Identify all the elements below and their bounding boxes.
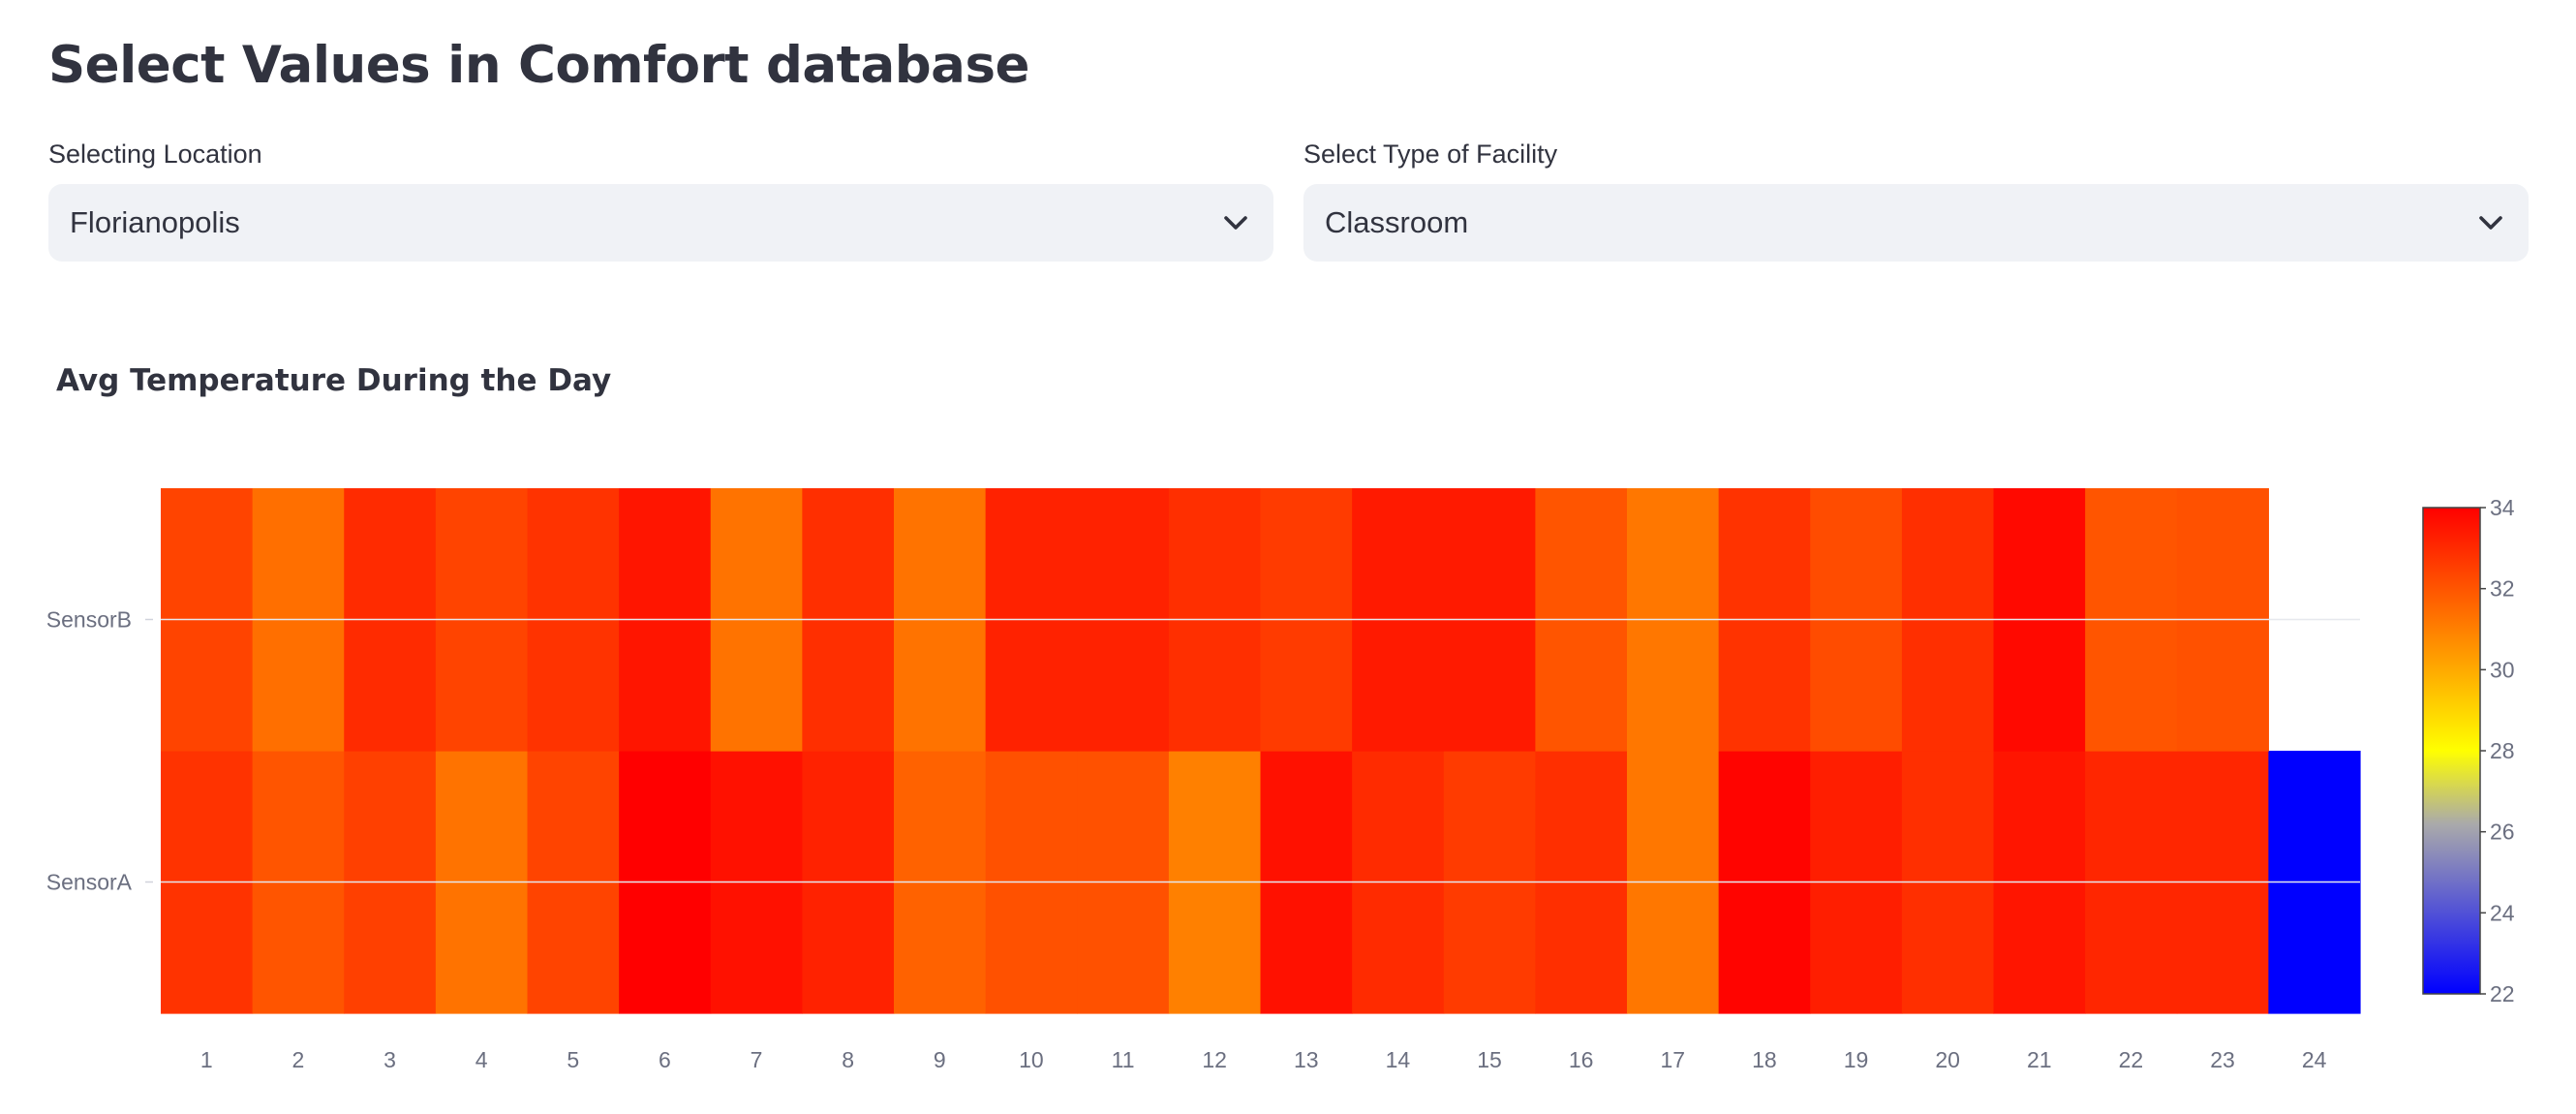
colorbar-tick-label: 28 — [2490, 738, 2515, 763]
x-tick-label: 20 — [1935, 1047, 1960, 1072]
page-title: Select Values in Comfort database — [48, 36, 1029, 95]
facility-select[interactable]: Classroom — [1303, 184, 2529, 262]
x-tick-label: 7 — [751, 1047, 763, 1072]
x-tick-label: 4 — [475, 1047, 488, 1072]
x-tick-label: 15 — [1477, 1047, 1502, 1072]
location-select[interactable]: Florianopolis — [48, 184, 1273, 262]
location-select-value: Florianopolis — [70, 205, 240, 239]
location-label: Selecting Location — [48, 139, 262, 169]
x-tick-label: 24 — [2302, 1047, 2327, 1072]
x-tick-label: 19 — [1844, 1047, 1869, 1072]
facility-label: Select Type of Facility — [1303, 139, 1558, 169]
y-tick-label: SensorB — [46, 607, 132, 633]
x-tick-label: 8 — [842, 1047, 854, 1072]
chart-title: Avg Temperature During the Day — [56, 363, 612, 398]
x-tick-label: 21 — [2027, 1047, 2052, 1072]
x-tick-label: 13 — [1294, 1047, 1319, 1072]
chevron-down-icon — [2474, 206, 2507, 239]
x-tick-label: 17 — [1661, 1047, 1686, 1072]
x-tick-label: 1 — [200, 1047, 213, 1072]
x-tick-label: 5 — [567, 1047, 579, 1072]
x-tick-label: 22 — [2119, 1047, 2144, 1072]
y-axis: SensorA SensorB — [46, 607, 2360, 895]
x-tick-label: 9 — [934, 1047, 946, 1072]
x-tick-label: 12 — [1202, 1047, 1227, 1072]
x-tick-label: 10 — [1019, 1047, 1044, 1072]
colorbar-tick-label: 24 — [2490, 900, 2515, 925]
x-tick-label: 14 — [1386, 1047, 1411, 1072]
y-tick-label: SensorA — [46, 870, 133, 895]
colorbar-tick-label: 34 — [2490, 495, 2515, 520]
colorbar-tick-label: 22 — [2490, 981, 2515, 1006]
x-tick-label: 6 — [659, 1047, 671, 1072]
x-tick-label: 23 — [2210, 1047, 2235, 1072]
colorbar-tick-label: 26 — [2490, 820, 2515, 845]
x-tick-label: 2 — [292, 1047, 305, 1072]
x-tick-label: 11 — [1112, 1047, 1135, 1072]
colorbar-tick-label: 32 — [2490, 576, 2515, 602]
colorbar: 22 24 26 28 30 32 34 — [2422, 495, 2515, 1006]
colorbar-tick-label: 30 — [2490, 657, 2515, 682]
x-axis: 1 2 3 4 5 6 7 8 9 10 11 12 13 14 15 16 17 18 19 20 21 22 23 24 — [200, 1047, 2327, 1072]
chevron-down-icon — [1219, 206, 1252, 239]
colorbar-gradient — [2422, 507, 2481, 995]
x-tick-label: 18 — [1752, 1047, 1777, 1072]
x-tick-label: 16 — [1569, 1047, 1594, 1072]
heatmap-cells — [161, 488, 2361, 1014]
x-tick-label: 3 — [383, 1047, 396, 1072]
facility-select-value: Classroom — [1325, 205, 1469, 239]
